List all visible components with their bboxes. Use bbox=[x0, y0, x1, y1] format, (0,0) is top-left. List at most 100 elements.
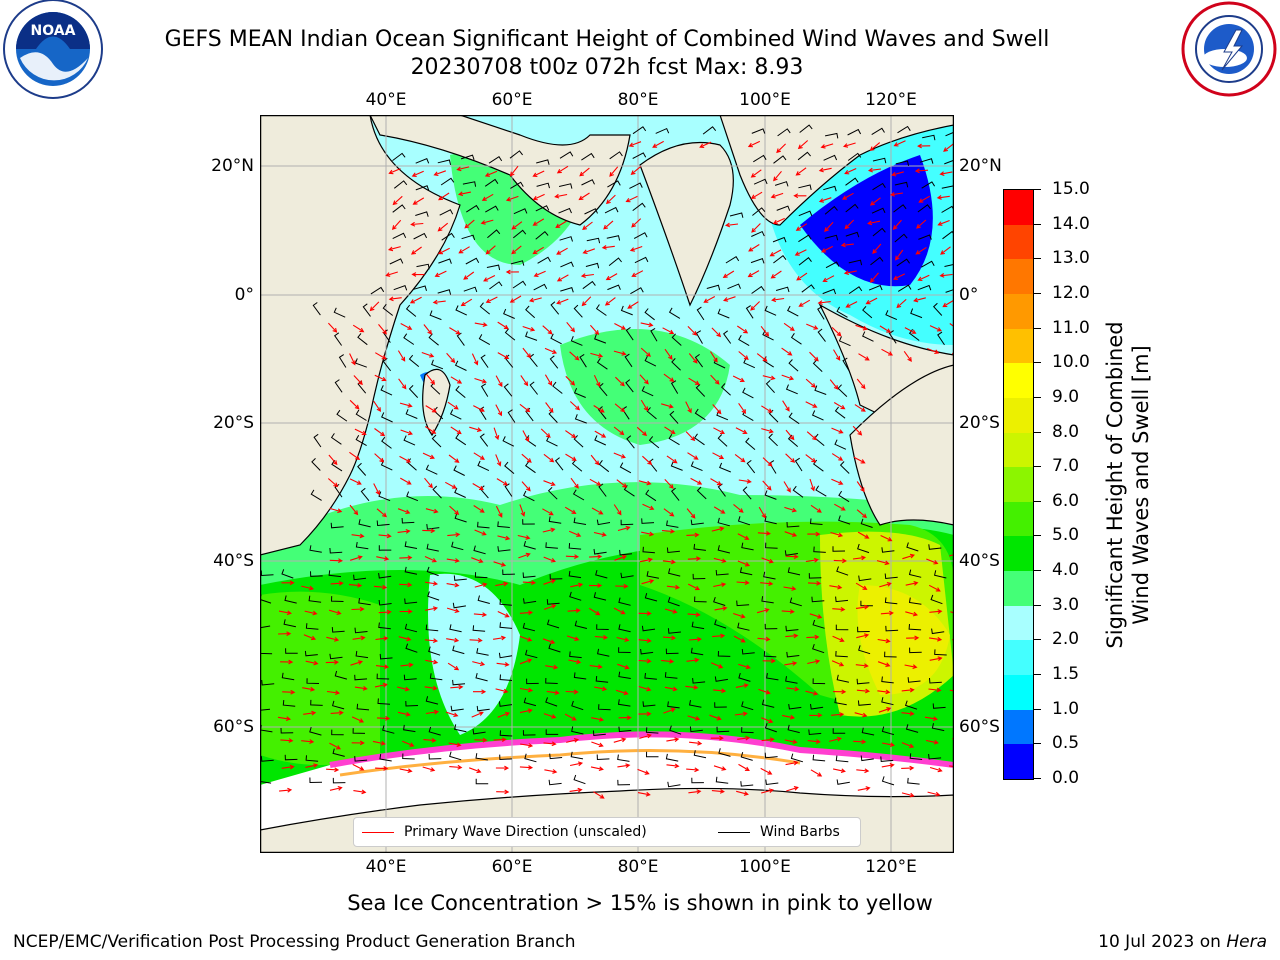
wind-barb bbox=[415, 211, 429, 217]
wave-arrow bbox=[613, 504, 622, 516]
wind-barb bbox=[664, 672, 678, 679]
wave-arrow bbox=[400, 323, 413, 330]
wave-arrow bbox=[280, 738, 294, 743]
wind-barb bbox=[906, 542, 919, 552]
wind-barb bbox=[665, 648, 679, 655]
wind-barb bbox=[798, 234, 812, 243]
wind-barb bbox=[764, 752, 778, 759]
wave-arrow bbox=[615, 689, 629, 696]
wave-arrow bbox=[329, 742, 342, 750]
wind-barb bbox=[355, 409, 367, 421]
wave-arrow bbox=[328, 609, 342, 616]
wind-barb bbox=[945, 288, 954, 293]
wave-arrow bbox=[603, 220, 614, 230]
wind-barb bbox=[429, 673, 443, 681]
wind-barb bbox=[403, 724, 416, 733]
wave-arrow bbox=[349, 478, 362, 485]
wave-arrow bbox=[762, 375, 776, 381]
wave-arrow bbox=[450, 684, 464, 690]
wind-barb bbox=[558, 183, 573, 189]
colorbar-tick-mark bbox=[1034, 604, 1041, 606]
wave-arrow bbox=[687, 715, 701, 721]
wind-barb bbox=[696, 486, 707, 500]
arabia-land bbox=[369, 115, 631, 226]
wind-barb bbox=[690, 647, 704, 656]
wind-barb bbox=[812, 619, 825, 629]
wind-barb bbox=[523, 598, 537, 604]
wave-arrow bbox=[327, 322, 338, 333]
colorbar-tick-mark bbox=[1034, 396, 1041, 398]
wind-barb bbox=[929, 677, 942, 684]
wind-barb bbox=[404, 598, 418, 605]
wind-barb bbox=[472, 728, 486, 735]
wind-barb bbox=[439, 209, 454, 216]
wind-barb bbox=[817, 306, 825, 320]
wave-arrow bbox=[278, 631, 292, 637]
wave-tongue-light bbox=[428, 573, 520, 735]
wind-barb bbox=[478, 334, 491, 346]
wind-barb bbox=[717, 545, 731, 554]
wind-barb bbox=[283, 619, 297, 628]
wind-barb bbox=[479, 302, 491, 315]
colorbar-tick-label: 5.0 bbox=[1052, 525, 1080, 546]
wind-barb bbox=[480, 383, 489, 397]
wave-arrow bbox=[329, 785, 343, 791]
wave-arrow bbox=[785, 429, 795, 441]
wind-barb bbox=[497, 546, 511, 552]
wind-barb bbox=[354, 627, 368, 634]
wave-band-5-6m-west bbox=[260, 591, 380, 765]
wind-barb bbox=[812, 359, 823, 372]
wind-barb bbox=[477, 595, 490, 604]
wave-arrow bbox=[542, 508, 554, 516]
wind-barb bbox=[306, 678, 320, 684]
wind-barb bbox=[716, 726, 730, 733]
wind-barb bbox=[455, 385, 466, 398]
wind-barb bbox=[526, 678, 539, 685]
colorbar-tick-label: 11.0 bbox=[1052, 317, 1090, 338]
wave-arrow bbox=[662, 327, 675, 334]
wave-arrow bbox=[580, 273, 594, 279]
colorbar-segment bbox=[1004, 605, 1033, 641]
top-lon-tick: 80°E bbox=[617, 90, 659, 110]
wave-arrow bbox=[543, 579, 556, 585]
wave-arrow bbox=[784, 531, 798, 537]
wind-barb bbox=[415, 185, 430, 191]
wind-barb bbox=[835, 596, 849, 603]
wind-barb bbox=[753, 178, 768, 185]
colorbar-tick-label: 6.0 bbox=[1052, 490, 1080, 511]
colorbar-tick-mark bbox=[1034, 708, 1041, 710]
wind-barb bbox=[487, 229, 501, 239]
wave-arrow bbox=[412, 197, 425, 205]
wave-arrow bbox=[471, 557, 484, 564]
wind-barb bbox=[905, 724, 919, 733]
wind-barb bbox=[641, 518, 655, 524]
colorbar-tick-label: 2.0 bbox=[1052, 629, 1080, 650]
wind-barb bbox=[358, 519, 371, 528]
wave-arrow bbox=[663, 707, 676, 714]
wave-arrow bbox=[758, 688, 771, 695]
wave-arrow bbox=[375, 664, 390, 670]
wave-arrow bbox=[662, 559, 676, 565]
wind-barb bbox=[785, 676, 798, 684]
wind-barb bbox=[845, 177, 859, 186]
wind-barb bbox=[560, 286, 574, 293]
wave-arrow bbox=[609, 166, 619, 177]
wave-arrow bbox=[493, 737, 507, 742]
wind-barb bbox=[835, 755, 849, 763]
wave-arrow bbox=[567, 608, 581, 613]
wind-barb bbox=[499, 674, 513, 681]
wind-barb bbox=[548, 516, 562, 524]
wave-arrow bbox=[521, 481, 531, 492]
wave-arrow bbox=[810, 769, 823, 777]
colorbar-tick-label: 9.0 bbox=[1052, 386, 1080, 407]
wind-barb bbox=[764, 305, 777, 316]
right-lat-tick: 40°S bbox=[959, 551, 1000, 571]
wind-barb bbox=[595, 304, 607, 316]
wave-arrow bbox=[473, 689, 487, 695]
wave-arrow bbox=[437, 247, 450, 255]
wind-barb bbox=[921, 260, 935, 268]
wind-barb bbox=[393, 284, 408, 291]
wave-arrow bbox=[852, 425, 863, 436]
top-lon-tick: 60°E bbox=[491, 90, 533, 110]
wind-barb bbox=[847, 152, 862, 161]
